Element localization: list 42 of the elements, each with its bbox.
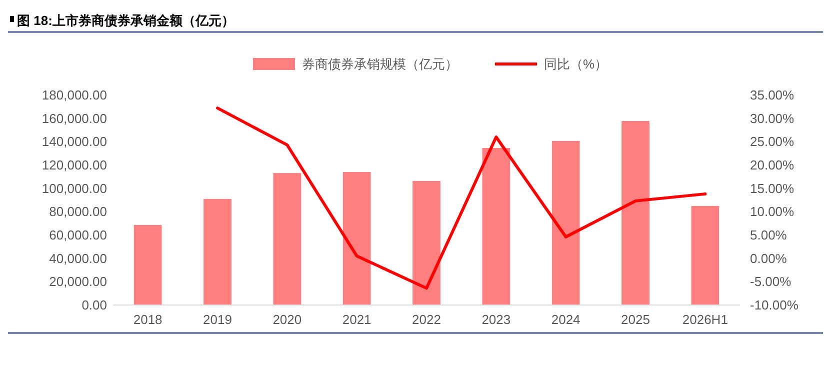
x-tick-label: 2025 xyxy=(621,312,650,327)
bar xyxy=(273,173,302,305)
x-tick-label: 2023 xyxy=(482,312,511,327)
y-tick-label: 100,000.00 xyxy=(42,180,107,196)
y-tick-label: 180,000.00 xyxy=(42,88,107,103)
x-tick-label: 2026H1 xyxy=(682,312,728,327)
chart-title: 图 18:上市券商债券承销金额（亿元） xyxy=(17,13,234,28)
y-tick-label: 120,000.00 xyxy=(42,158,107,173)
bar xyxy=(134,224,162,305)
x-tick-label: 2021 xyxy=(342,312,372,327)
x-tick-label: 2020 xyxy=(272,312,302,327)
bar xyxy=(482,148,510,305)
y2-tick-label: 15.00% xyxy=(750,180,795,196)
x-tick-label: 2019 xyxy=(203,312,232,327)
y-tick-label: 0.00 xyxy=(82,298,107,313)
x-tick-label: 2018 xyxy=(133,312,162,327)
line-series xyxy=(216,106,707,290)
y2-tick-label: -5.00% xyxy=(750,274,792,290)
bar xyxy=(412,180,440,305)
bar xyxy=(342,172,371,305)
y-tick-label: 20,000.00 xyxy=(49,274,107,290)
y2-tick-label: 25.00% xyxy=(750,134,795,150)
bar xyxy=(552,140,580,305)
bar xyxy=(691,206,720,305)
y-tick-label: 60,000.00 xyxy=(49,228,107,243)
y-tick-label: 80,000.00 xyxy=(49,204,107,220)
y2-tick-label: -10.00% xyxy=(750,298,799,313)
x-tick-label: 2024 xyxy=(551,312,580,327)
y2-tick-label: 5.00% xyxy=(750,228,788,243)
y2-tick-label: 35.00% xyxy=(750,88,795,103)
legend-label: 同比（%） xyxy=(544,56,608,72)
bar xyxy=(204,198,232,305)
y-tick-label: 40,000.00 xyxy=(49,250,107,266)
y2-tick-label: 0.00% xyxy=(750,250,788,266)
bar xyxy=(622,121,650,305)
x-tick-label: 2022 xyxy=(412,312,441,327)
legend-label: 券商债券承销规模（亿元） xyxy=(302,56,458,72)
y-tick-label: 140,000.00 xyxy=(42,134,107,150)
y-tick-label: 160,000.00 xyxy=(42,110,107,126)
y2-tick-label: 20.00% xyxy=(750,158,795,173)
y2-tick-label: 30.00% xyxy=(750,110,795,126)
y2-tick-label: 10.00% xyxy=(750,204,795,220)
